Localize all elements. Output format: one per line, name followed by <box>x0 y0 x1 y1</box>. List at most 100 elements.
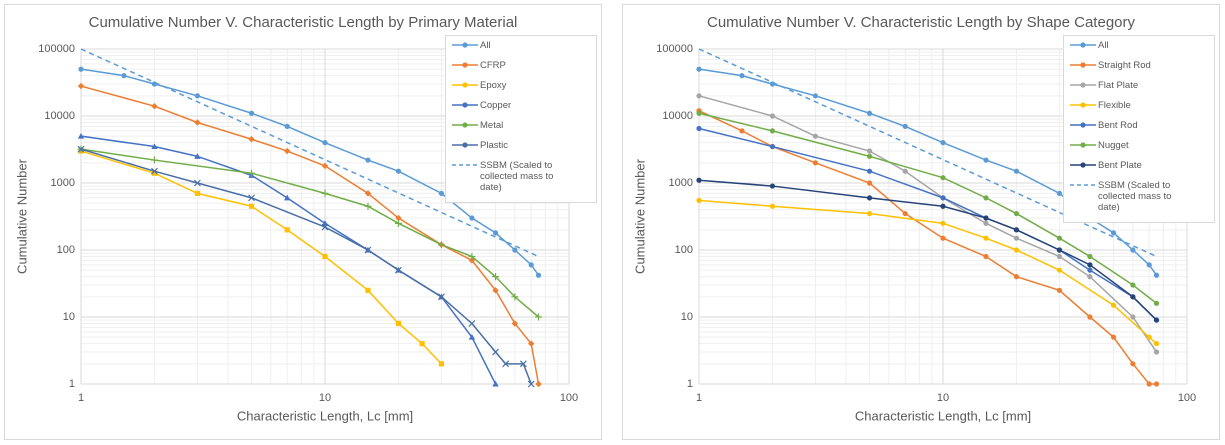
data-point <box>1110 302 1117 308</box>
legend-swatch <box>1070 62 1096 68</box>
x-tick-label: 1 <box>696 392 702 404</box>
data-point <box>1056 190 1063 196</box>
y-tick-label: 10000 <box>662 110 693 122</box>
data-point <box>769 113 776 119</box>
data-point <box>1130 247 1136 253</box>
data-point <box>194 153 201 159</box>
legend-item: CFRP <box>450 60 592 71</box>
y-tick-label: 1000 <box>51 177 75 189</box>
legend-label: SSBM (Scaled to collected mass to date) <box>1098 180 1172 213</box>
data-point <box>769 183 776 189</box>
data-point <box>321 220 329 226</box>
data-point <box>535 380 542 388</box>
data-point <box>1056 253 1063 260</box>
data-point <box>512 247 518 253</box>
legend-item: Flat Plate <box>1068 80 1210 91</box>
series-line <box>80 85 540 385</box>
legend-box: All CFRP Epoxy Copper Metal Plastic SSBM (Scal… <box>445 35 597 203</box>
legend-item: Metal <box>450 120 592 131</box>
data-point <box>866 110 873 116</box>
chart-panel: Cumulative Number V. Characteristic Leng… <box>622 4 1220 440</box>
legend-label: Nugget <box>1098 140 1129 151</box>
data-point <box>902 210 908 217</box>
data-point <box>866 195 873 201</box>
data-point <box>151 167 158 175</box>
data-point <box>77 132 85 139</box>
data-point <box>394 219 402 227</box>
data-point <box>419 341 425 347</box>
data-point <box>940 235 946 241</box>
data-point <box>1087 253 1093 260</box>
data-point <box>469 215 475 221</box>
legend-label: Flat Plate <box>1098 80 1139 91</box>
chart-panel: Cumulative Number V. Characteristic Leng… <box>4 4 602 440</box>
legend-item: All <box>450 40 592 51</box>
legend-label: Epoxy <box>480 80 507 91</box>
data-point <box>866 180 873 186</box>
legend-label: Plastic <box>480 140 508 151</box>
legend-item: Bent Plate <box>1068 160 1210 171</box>
data-point <box>519 360 527 368</box>
legend-swatch <box>452 122 478 128</box>
data-point <box>492 230 499 236</box>
data-point <box>696 177 702 183</box>
legend-swatch <box>452 102 478 108</box>
legend-swatch <box>452 164 478 166</box>
legend-item: SSBM (Scaled to collected mass to date) <box>1068 180 1210 213</box>
data-point <box>866 153 873 159</box>
data-point <box>322 140 328 146</box>
legend: All Straight Rod Flat Plate Flexible Bent Ro… <box>1063 35 1215 223</box>
data-point <box>395 168 402 174</box>
y-tick-label: 100000 <box>38 43 75 55</box>
data-point <box>1013 274 1020 280</box>
data-point <box>528 262 534 268</box>
data-point <box>492 273 500 281</box>
data-point <box>1056 247 1063 253</box>
data-point <box>1153 272 1160 278</box>
data-point <box>284 194 291 201</box>
data-point <box>983 253 989 260</box>
data-point <box>940 195 946 201</box>
data-point <box>1130 361 1136 367</box>
data-point <box>1110 230 1117 236</box>
legend-item: Bent Rod <box>1068 120 1210 131</box>
data-point <box>194 119 201 126</box>
data-point <box>395 320 402 327</box>
series-line <box>80 48 539 258</box>
data-point <box>1153 381 1160 387</box>
y-tick-label: 1000 <box>669 177 693 189</box>
data-point <box>194 190 201 196</box>
legend-swatch <box>1070 142 1096 148</box>
data-point <box>438 190 445 196</box>
data-point <box>812 93 819 99</box>
data-point <box>1153 317 1160 323</box>
data-point <box>395 266 402 274</box>
data-point <box>1153 300 1160 306</box>
data-point <box>248 203 255 209</box>
data-point <box>983 157 989 163</box>
data-point <box>437 241 445 249</box>
legend-swatch <box>1070 184 1096 186</box>
data-point <box>1087 314 1093 320</box>
data-point <box>78 66 84 72</box>
y-axis-label: Cumulative Number <box>632 158 647 274</box>
data-point <box>902 168 908 174</box>
data-point <box>364 190 372 197</box>
data-point <box>321 189 329 197</box>
y-tick-label: 100 <box>57 244 75 256</box>
data-point <box>365 287 371 293</box>
data-point <box>322 253 328 260</box>
data-point <box>468 320 476 327</box>
data-point <box>940 220 946 226</box>
data-point <box>511 293 519 301</box>
data-point <box>492 380 499 387</box>
x-axis-label: Characteristic Length, Lc [mm] <box>237 408 413 423</box>
data-point <box>1013 168 1020 174</box>
data-point <box>395 214 402 222</box>
data-point <box>696 66 702 72</box>
y-tick-label: 1 <box>69 378 75 390</box>
legend-swatch <box>1070 82 1096 88</box>
legend-box: All Straight Rod Flat Plate Flexible Bent Ro… <box>1063 35 1215 223</box>
chart-title: Cumulative Number V. Characteristic Leng… <box>707 14 1135 31</box>
